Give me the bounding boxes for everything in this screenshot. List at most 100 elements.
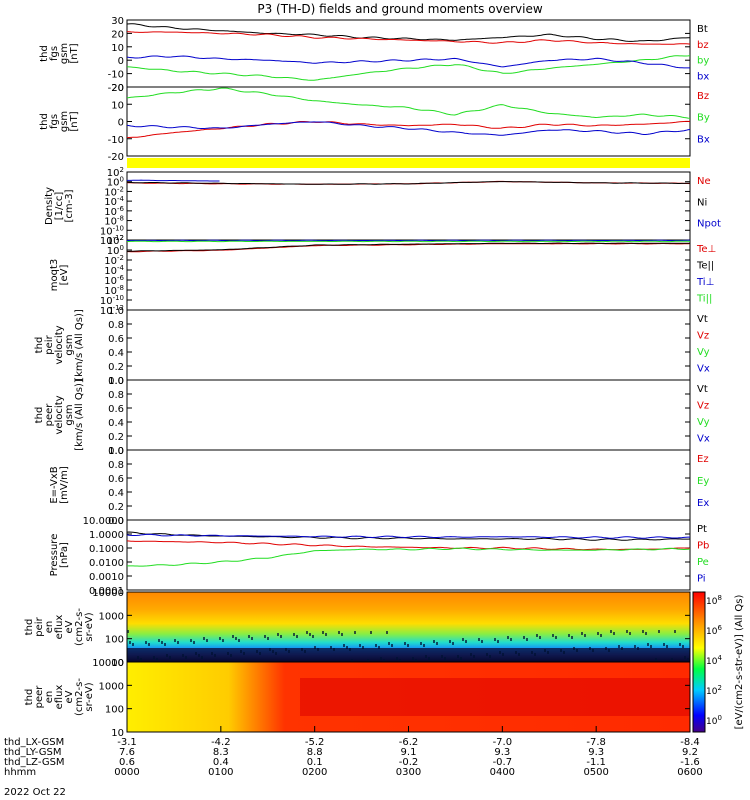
ion-speckle [584, 634, 586, 637]
x-row-value: 9.2 [682, 747, 698, 758]
ion-speckle [359, 644, 361, 647]
ion-speckle [346, 646, 348, 649]
legend-by: by [697, 56, 709, 67]
series-Bz [126, 120, 691, 139]
ion-speckle [499, 651, 501, 654]
ion-speckle [647, 643, 649, 646]
ion-speckle [576, 649, 578, 652]
ion-speckle [338, 631, 340, 634]
ion-speckle [219, 637, 221, 640]
y-tick-label: 0.8 [108, 320, 124, 331]
y-axis-label: sr-eV) [84, 612, 95, 641]
ion-speckle [317, 648, 319, 651]
ion-speckle [645, 632, 647, 635]
x-row-value: 0600 [677, 767, 702, 778]
flag-bar [127, 158, 690, 168]
ion-speckle [449, 640, 451, 643]
x-row-value: 0.6 [119, 757, 135, 768]
legend-Ni: Ni [697, 197, 707, 208]
plot-title: P3 (TH-D) fields and ground moments over… [257, 2, 542, 16]
y-tick-label: -20 [108, 83, 124, 94]
ion-speckle [362, 646, 364, 649]
ion-speckle [322, 631, 324, 634]
legend-Bt: Bt [697, 24, 708, 35]
ion-speckle [306, 631, 308, 634]
ion-speckle [275, 652, 277, 655]
legend-bx: bx [697, 71, 709, 82]
legend-bz: bz [697, 40, 709, 51]
ion-speckle [415, 659, 417, 662]
x-row-value: -7.0 [493, 737, 513, 748]
ion-speckle [568, 634, 570, 637]
y-axis-label: peir [44, 334, 55, 354]
ion-speckle [526, 638, 528, 641]
ion-speckle [177, 641, 179, 644]
ion-speckle [267, 637, 269, 640]
ion-speckle [605, 647, 607, 650]
ion-speckle [367, 659, 369, 662]
y-axis-label: [nT] [69, 43, 80, 63]
ion-speckle [243, 652, 245, 655]
ion-speckle [156, 658, 158, 661]
ion-speckle [277, 633, 279, 636]
y-axis-label: gsm [59, 43, 70, 64]
y-tick-label: 0 [118, 118, 124, 129]
ion-speckle [679, 643, 681, 646]
y-tick-label: 20 [111, 83, 124, 94]
y-axis-label: E=-VxB [49, 466, 60, 503]
ion-speckle [153, 656, 155, 659]
ion-speckle [211, 652, 213, 655]
x-row-value: 0.1 [307, 757, 323, 768]
y-tick-label: 0.0 [108, 376, 124, 387]
ion-speckle [380, 657, 382, 660]
ion-speckle [634, 645, 636, 648]
ion-speckle [264, 635, 266, 638]
y-axis-label: moqt3 [49, 259, 60, 292]
y-axis-label: fgs [49, 114, 60, 129]
series-Bt [126, 23, 691, 42]
ion-speckle [547, 651, 549, 654]
y-axis-label: [km/s (All Qs)] [74, 379, 85, 451]
y-tick-label: 1.0 [108, 376, 124, 387]
ion-speckle [531, 651, 533, 654]
ion-speckle [534, 653, 536, 656]
y-tick-label: 10000 [92, 588, 124, 599]
y-axis-label: thd [39, 45, 50, 62]
y-tick-label: 0.4 [108, 348, 124, 359]
x-row-label: thd_LY-GSM [4, 747, 61, 758]
ion-speckle [388, 642, 390, 645]
ion-speckle [462, 638, 464, 641]
x-row-value: -8.4 [680, 737, 700, 748]
ion-speckle [608, 649, 610, 652]
ion-speckle [592, 649, 594, 652]
ion-speckle [412, 657, 414, 660]
ion-speckle [563, 651, 565, 654]
ion-speckle [441, 655, 443, 658]
ion-speckle [489, 655, 491, 658]
colorbar-tick-label: 100 [706, 714, 722, 727]
y-tick-label: 0.6 [108, 404, 124, 415]
ion-speckle [232, 635, 234, 638]
panel-frame-5 [126, 309, 691, 381]
ion-speckle [314, 646, 316, 649]
legend-Te||: Te|| [696, 261, 714, 272]
ion-speckle [351, 659, 353, 662]
y-tick-label: 10.0000 [83, 516, 124, 527]
y-axis-label: peir [34, 616, 45, 636]
y-tick-label: 30 [111, 16, 124, 27]
ion-speckle [423, 644, 425, 647]
y-axis-label: [nT] [69, 111, 80, 131]
y-axis-label: (cm2-s- [74, 678, 85, 716]
ion-speckle [571, 636, 573, 639]
ion-speckle [674, 630, 676, 633]
y-tick-label: 1000 [99, 681, 124, 692]
ion-speckle [240, 650, 242, 653]
x-row-value: 0500 [583, 767, 608, 778]
date-label: 2022 Oct 22 [4, 787, 66, 798]
x-row-value: -6.2 [399, 737, 419, 748]
x-row-value: 9.3 [494, 747, 510, 758]
y-tick-label: 10 [111, 100, 124, 111]
ion-speckle [174, 639, 176, 642]
ion-speckle [626, 630, 628, 633]
legend-Pe: Pe [697, 557, 709, 568]
